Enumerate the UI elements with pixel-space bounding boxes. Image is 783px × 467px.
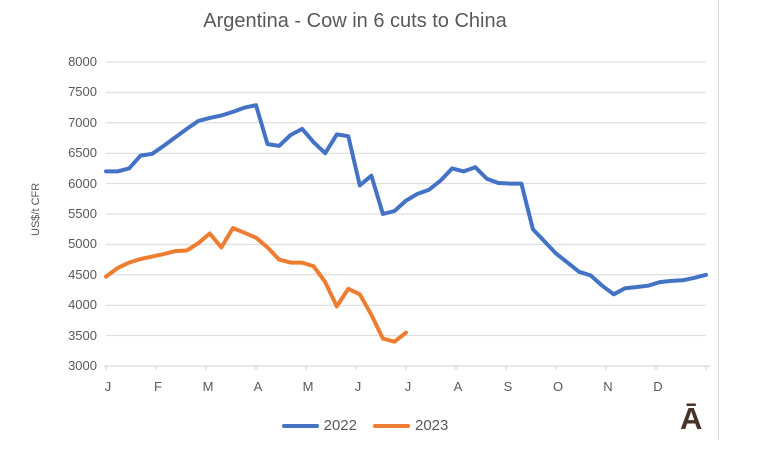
y-tick-label-4500: 4500 bbox=[68, 266, 97, 282]
y-tick-label-3000: 3000 bbox=[68, 358, 97, 373]
pane-divider bbox=[718, 0, 719, 440]
y-tick-label-7500: 7500 bbox=[68, 84, 97, 100]
watermark-logo: Ā bbox=[680, 401, 703, 436]
x-month-label-9: S bbox=[503, 379, 513, 394]
legend: 2022 2023 bbox=[0, 417, 730, 434]
y-axis-title: US$/t CFR bbox=[30, 182, 42, 236]
legend-item-2022[interactable]: 2022 bbox=[281, 417, 357, 434]
legend-swatch-2022-line bbox=[281, 423, 319, 428]
x-month-label-4: A bbox=[253, 379, 263, 394]
x-month-label-10: O bbox=[552, 379, 564, 394]
legend-label-2022: 2022 bbox=[323, 417, 357, 434]
chart-title: Argentina - Cow in 6 cuts to China bbox=[203, 10, 507, 32]
y-tick-label-3500: 3500 bbox=[68, 327, 97, 343]
y-tick-label-7000: 7000 bbox=[68, 114, 97, 130]
y-tick-label-5500: 5500 bbox=[68, 206, 97, 221]
x-month-label-7: J bbox=[404, 379, 412, 394]
y-tick-label-8000: 8000 bbox=[68, 54, 97, 69]
series-line-2022[interactable] bbox=[104, 103, 708, 297]
x-month-label-1: J bbox=[104, 379, 112, 394]
x-month-label-6: J bbox=[354, 379, 362, 394]
legend-item-2023[interactable]: 2023 bbox=[373, 417, 448, 434]
y-tick-label-6000: 6000 bbox=[68, 175, 97, 191]
legend-label-2023: 2023 bbox=[415, 417, 449, 434]
x-month-label-2: F bbox=[154, 379, 162, 394]
y-tick-label-6500: 6500 bbox=[68, 145, 97, 161]
y-tick-label-4000: 4000 bbox=[68, 297, 97, 313]
x-month-label-11: N bbox=[603, 379, 613, 394]
legend-swatch-2023-line bbox=[373, 423, 410, 428]
gridlines bbox=[104, 61, 710, 367]
x-month-label-8: A bbox=[453, 379, 463, 394]
x-month-label-12: D bbox=[653, 379, 663, 394]
y-tick-label-5000: 5000 bbox=[68, 236, 97, 252]
x-month-label-3: M bbox=[202, 379, 214, 394]
x-axis-ticks bbox=[105, 366, 707, 370]
series-line-2023[interactable] bbox=[104, 226, 408, 344]
x-month-label-5: M bbox=[302, 379, 314, 394]
